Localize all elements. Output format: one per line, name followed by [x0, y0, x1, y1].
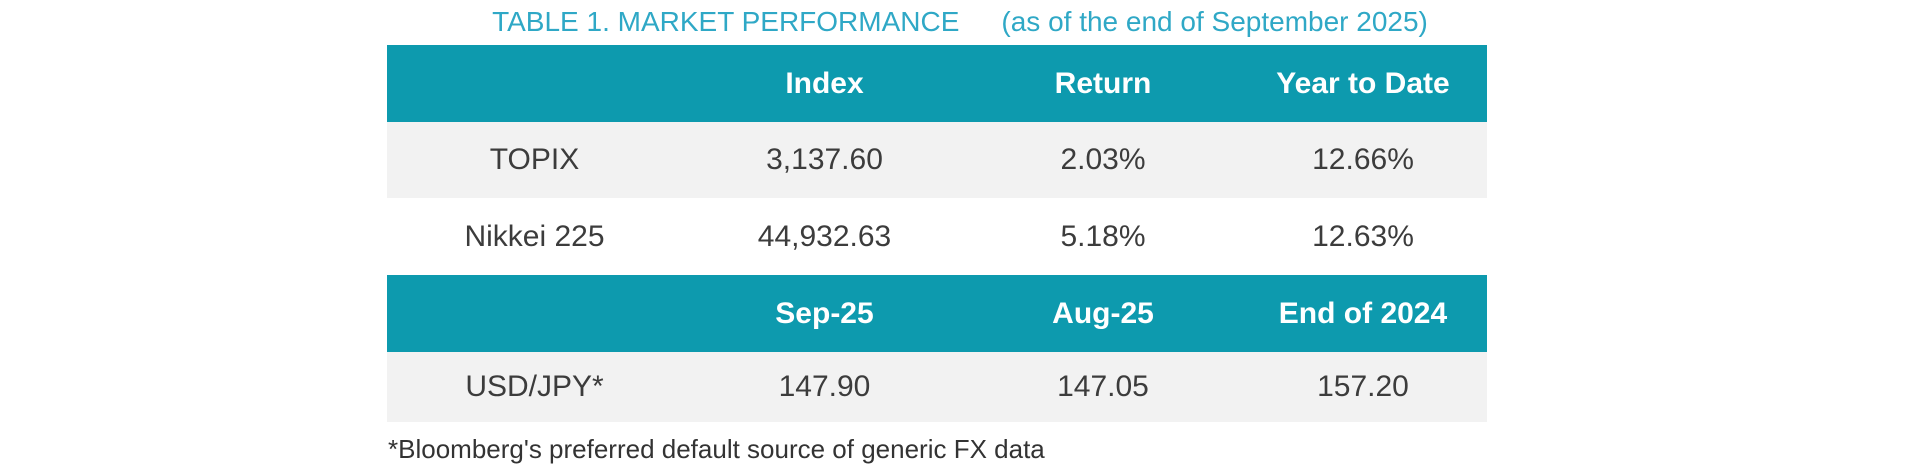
index-header-row: Index Return Year to Date	[387, 45, 1487, 122]
index-header-ytd: Year to Date	[1276, 66, 1450, 100]
index-header-blank	[387, 45, 682, 122]
table-row-topix: TOPIX 3,137.60 2.03% 12.66%	[387, 122, 1487, 198]
usdjpy-label: USD/JPY*	[465, 370, 604, 403]
fx-header-row: Sep-25 Aug-25 End of 2024	[387, 275, 1487, 352]
topix-label: TOPIX	[489, 143, 580, 176]
fx-header-aug25: Aug-25	[1052, 296, 1154, 330]
nikkei-label: Nikkei 225	[464, 219, 605, 253]
table-title-main: TABLE 1. MARKET PERFORMANCE	[492, 6, 960, 37]
fx-header-blank	[387, 275, 682, 352]
topix-return-value: 2.03%	[1060, 143, 1146, 176]
table-title: TABLE 1. MARKET PERFORMANCE (as of the en…	[0, 6, 1920, 38]
table-row-usdjpy: USD/JPY* 147.90 147.05 157.20	[387, 352, 1487, 422]
usdjpy-end2024-value: 157.20	[1317, 370, 1409, 403]
index-header-index: Index	[785, 66, 864, 100]
bloomberg-footnote: *Bloomberg's preferred default source of…	[388, 434, 1045, 464]
topix-index-value: 3,137.60	[766, 143, 883, 176]
topix-ytd-value: 12.66%	[1312, 143, 1414, 176]
fx-header-end2024: End of 2024	[1278, 296, 1448, 330]
nikkei-index-value: 44,932.63	[757, 219, 892, 253]
index-header-return: Return	[1054, 66, 1152, 100]
nikkei-return-value: 5.18%	[1060, 219, 1146, 253]
nikkei-ytd-value: 12.63%	[1312, 219, 1414, 253]
market-performance-table: Index Return Year to Date TOPIX 3,137.60…	[387, 45, 1487, 422]
usdjpy-aug25-value: 147.05	[1057, 370, 1149, 403]
fx-header-sep25: Sep-25	[775, 296, 874, 330]
table-title-date-note: (as of the end of September 2025)	[1001, 6, 1428, 37]
usdjpy-sep25-value: 147.90	[778, 370, 871, 403]
table-row-nikkei: Nikkei 225 44,932.63 5.18% 12.63%	[387, 198, 1487, 275]
